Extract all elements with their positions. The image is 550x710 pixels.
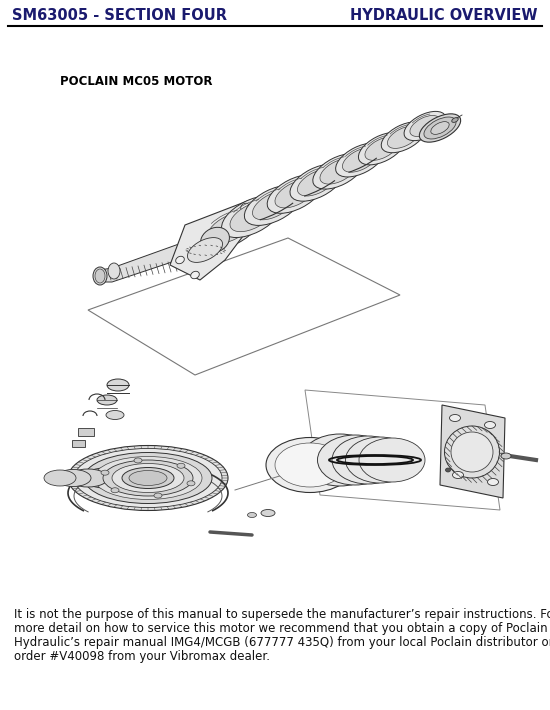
Polygon shape (170, 200, 255, 280)
Ellipse shape (68, 445, 228, 510)
Ellipse shape (112, 464, 184, 493)
Ellipse shape (485, 422, 496, 429)
Ellipse shape (419, 114, 461, 142)
Polygon shape (100, 240, 190, 282)
Ellipse shape (199, 207, 261, 250)
Ellipse shape (444, 426, 499, 478)
Ellipse shape (424, 117, 456, 139)
Ellipse shape (343, 148, 377, 173)
Ellipse shape (381, 122, 425, 153)
Ellipse shape (266, 437, 354, 493)
Polygon shape (440, 405, 505, 498)
Polygon shape (78, 428, 94, 436)
Ellipse shape (177, 463, 185, 469)
Ellipse shape (313, 153, 364, 189)
Ellipse shape (95, 269, 105, 283)
Text: Hydraulic’s repair manual IMG4/MCGB (677777 435Q) from your local Poclain distri: Hydraulic’s repair manual IMG4/MCGB (677… (14, 636, 550, 649)
Ellipse shape (103, 460, 193, 496)
Ellipse shape (241, 203, 249, 211)
Ellipse shape (252, 191, 294, 220)
Ellipse shape (451, 432, 493, 472)
Ellipse shape (410, 116, 440, 136)
Text: HYDRAULIC OVERVIEW: HYDRAULIC OVERVIEW (350, 8, 538, 23)
Ellipse shape (134, 458, 142, 463)
Ellipse shape (84, 452, 212, 503)
Ellipse shape (501, 453, 511, 459)
Ellipse shape (359, 133, 405, 165)
Ellipse shape (68, 469, 108, 487)
Ellipse shape (201, 227, 229, 253)
Ellipse shape (298, 170, 336, 196)
Ellipse shape (404, 111, 446, 141)
Ellipse shape (207, 212, 252, 244)
Ellipse shape (449, 415, 460, 422)
Ellipse shape (452, 118, 458, 122)
Text: It is not the purpose of this manual to supersede the manufacturer’s repair inst: It is not the purpose of this manual to … (14, 608, 550, 621)
Ellipse shape (129, 471, 167, 486)
Ellipse shape (275, 180, 315, 208)
Ellipse shape (222, 196, 282, 238)
Ellipse shape (187, 481, 195, 486)
Ellipse shape (275, 443, 345, 487)
Ellipse shape (94, 457, 202, 500)
Ellipse shape (267, 175, 323, 213)
Ellipse shape (101, 470, 109, 475)
Ellipse shape (244, 222, 252, 229)
Ellipse shape (93, 267, 107, 285)
Ellipse shape (106, 410, 124, 420)
Ellipse shape (44, 470, 76, 486)
Ellipse shape (154, 493, 162, 498)
Ellipse shape (111, 488, 119, 493)
Ellipse shape (345, 437, 415, 483)
Text: POCLAIN MC05 MOTOR: POCLAIN MC05 MOTOR (60, 75, 212, 88)
Ellipse shape (55, 469, 91, 486)
Text: order #V40098 from your Vibromax dealer.: order #V40098 from your Vibromax dealer. (14, 650, 270, 663)
Ellipse shape (317, 435, 393, 485)
Ellipse shape (84, 468, 126, 488)
Ellipse shape (244, 185, 303, 225)
Ellipse shape (107, 379, 129, 391)
Ellipse shape (122, 467, 174, 488)
Text: more detail on how to service this motor we recommend that you obtain a copy of : more detail on how to service this motor… (14, 622, 548, 635)
Ellipse shape (359, 438, 425, 482)
Ellipse shape (97, 395, 117, 405)
Ellipse shape (108, 263, 120, 279)
Ellipse shape (453, 471, 464, 479)
Ellipse shape (191, 271, 199, 279)
Text: SM63005 - SECTION FOUR: SM63005 - SECTION FOUR (12, 8, 227, 23)
Ellipse shape (320, 158, 357, 184)
Ellipse shape (387, 126, 419, 148)
Ellipse shape (261, 510, 275, 516)
Ellipse shape (230, 202, 273, 231)
Ellipse shape (332, 436, 404, 484)
Ellipse shape (446, 468, 450, 472)
Ellipse shape (487, 479, 498, 486)
Ellipse shape (175, 256, 184, 263)
Polygon shape (72, 440, 85, 447)
Ellipse shape (290, 164, 343, 201)
Ellipse shape (365, 137, 398, 160)
Ellipse shape (74, 449, 222, 508)
Ellipse shape (336, 143, 384, 177)
Ellipse shape (248, 513, 256, 518)
Ellipse shape (188, 238, 223, 263)
Ellipse shape (431, 121, 449, 134)
Ellipse shape (301, 434, 379, 486)
